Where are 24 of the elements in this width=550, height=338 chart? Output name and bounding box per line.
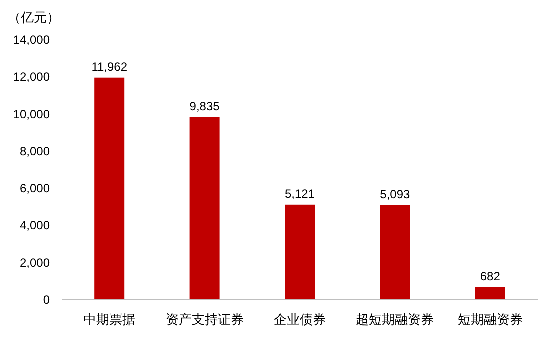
y-axis-title: （亿元） [8, 10, 60, 25]
bar [190, 117, 220, 300]
x-tick-label: 超短期融资券 [356, 312, 434, 327]
data-label: 9,835 [190, 99, 220, 114]
y-tick-label: 6,000 [20, 182, 50, 196]
y-tick-label: 8,000 [20, 144, 50, 158]
x-tick-label: 资产支持证券 [166, 312, 244, 327]
x-tick-label: 短期融资券 [458, 312, 523, 327]
bar [94, 78, 125, 300]
bar [380, 205, 410, 300]
x-tick-label: 中期票据 [84, 312, 136, 327]
data-label: 5,121 [284, 186, 316, 201]
y-tick-label: 12,000 [13, 70, 50, 84]
y-tick-label: 4,000 [20, 218, 50, 233]
data-label: 11,962 [92, 60, 128, 74]
y-tick-label: 14,000 [13, 33, 50, 47]
y-tick-label: 10,000 [13, 107, 50, 122]
y-tick-label: 0 [43, 293, 50, 307]
x-tick-label: 企业债券 [274, 312, 326, 327]
data-label: 5,093 [380, 187, 411, 202]
bar [475, 287, 506, 300]
data-label: 682 [480, 269, 501, 284]
y-tick-label: 2,000 [20, 256, 50, 270]
bar [285, 204, 315, 300]
